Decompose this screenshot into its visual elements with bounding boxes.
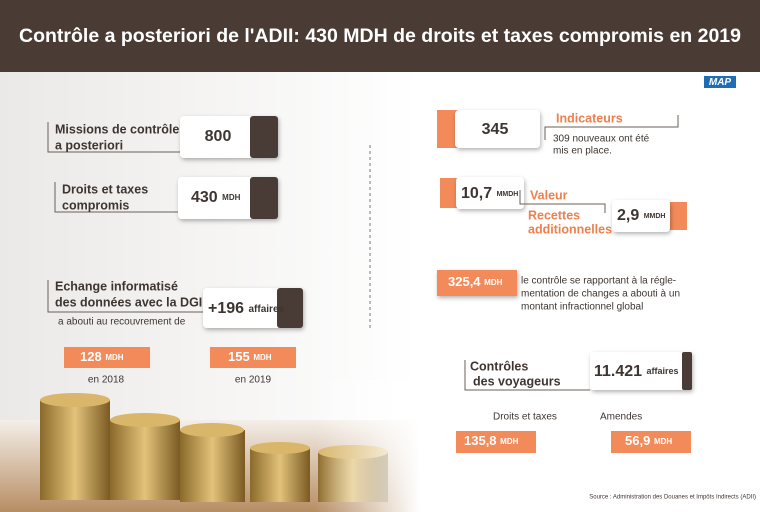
- value-box: [178, 177, 278, 219]
- bracket: [47, 122, 180, 153]
- desc: le contrôle se rapportant à la régle-: [521, 276, 676, 287]
- title: Contrôle a posteriori de l'ADII: 430 MDH…: [19, 25, 741, 47]
- bracket: [54, 182, 178, 213]
- bracket: [464, 360, 590, 391]
- fade: [0, 380, 420, 512]
- number: 10,7: [461, 185, 492, 202]
- heading: Valeur: [530, 188, 568, 202]
- value-box: [180, 116, 278, 158]
- value-box: [203, 288, 303, 328]
- year: en 2019: [235, 375, 272, 386]
- label: Missions de contrôle: [55, 122, 179, 136]
- number: 56,9: [625, 433, 650, 448]
- value: 135,8 MDH: [464, 433, 519, 448]
- unit: affaires: [249, 304, 285, 315]
- label: Droits et taxes: [62, 182, 148, 196]
- value: 345: [482, 121, 509, 138]
- unit: MDH: [484, 278, 502, 287]
- number: 430: [191, 189, 218, 206]
- bracket: [544, 115, 679, 140]
- number: 325,4: [448, 274, 481, 289]
- number: 155: [228, 349, 250, 364]
- logo: MAP: [709, 77, 732, 88]
- bracket: [519, 190, 606, 213]
- value-box: [612, 200, 670, 232]
- desc: montant infractionnel global: [521, 302, 643, 313]
- number: 135,8: [464, 433, 497, 448]
- value: 325,4 MDH: [448, 274, 503, 289]
- unit: MDH: [105, 353, 123, 362]
- label: des données avec la DGI: [55, 295, 202, 309]
- value: 10,7 MMDH: [461, 185, 518, 202]
- heading: Indicateurs: [556, 111, 623, 125]
- number: 128: [80, 349, 102, 364]
- heading: Recettes: [528, 208, 580, 222]
- value-box: [611, 431, 691, 453]
- unit: MDH: [222, 193, 240, 202]
- value: 128 MDH: [80, 349, 124, 364]
- value-box: [456, 431, 536, 453]
- label: Echange informatisé: [55, 279, 178, 293]
- unit: affaires: [647, 366, 679, 376]
- accent: [665, 202, 687, 230]
- number: +196: [208, 300, 244, 317]
- unit: MDH: [253, 353, 271, 362]
- value: 430 MDH: [191, 189, 241, 206]
- unit: MDH: [654, 437, 672, 446]
- value: 155 MDH: [228, 349, 272, 364]
- year-box: [64, 347, 150, 368]
- unit: MDH: [500, 437, 518, 446]
- item-label: Amendes: [600, 412, 642, 423]
- source: Source : Administration des Douanes et I…: [589, 495, 756, 501]
- label: a posteriori: [55, 138, 123, 152]
- label: compromis: [62, 198, 129, 212]
- value-box: [456, 177, 524, 209]
- item-label: Droits et taxes: [493, 412, 557, 423]
- value-box: [590, 352, 692, 390]
- number: 11.421: [594, 363, 642, 380]
- bracket: [47, 280, 203, 313]
- unit: MMDH: [644, 213, 666, 220]
- subtext: a abouti au recouvrement de: [58, 317, 186, 328]
- value: 56,9 MDH: [625, 433, 672, 448]
- value: 11.421 affaires: [594, 363, 679, 380]
- desc: 309 nouveaux ont été: [553, 134, 650, 145]
- value-box: [455, 110, 540, 148]
- number: 2,9: [617, 207, 639, 224]
- header: [0, 0, 760, 72]
- value-box: [437, 270, 517, 296]
- label: Contrôles: [470, 359, 528, 373]
- logo-bg: [704, 76, 736, 88]
- heading: additionnelles: [528, 222, 612, 236]
- year-box: [210, 347, 296, 368]
- unit: MMDH: [497, 191, 519, 198]
- value: 2,9 MMDH: [617, 207, 665, 224]
- desc: mentation de changes a abouti à un: [521, 289, 680, 300]
- desc: mis en place.: [553, 146, 612, 157]
- value: +196 affaires: [208, 300, 285, 317]
- year: en 2018: [88, 375, 125, 386]
- label: des voyageurs: [473, 374, 561, 388]
- value: 800: [205, 128, 232, 145]
